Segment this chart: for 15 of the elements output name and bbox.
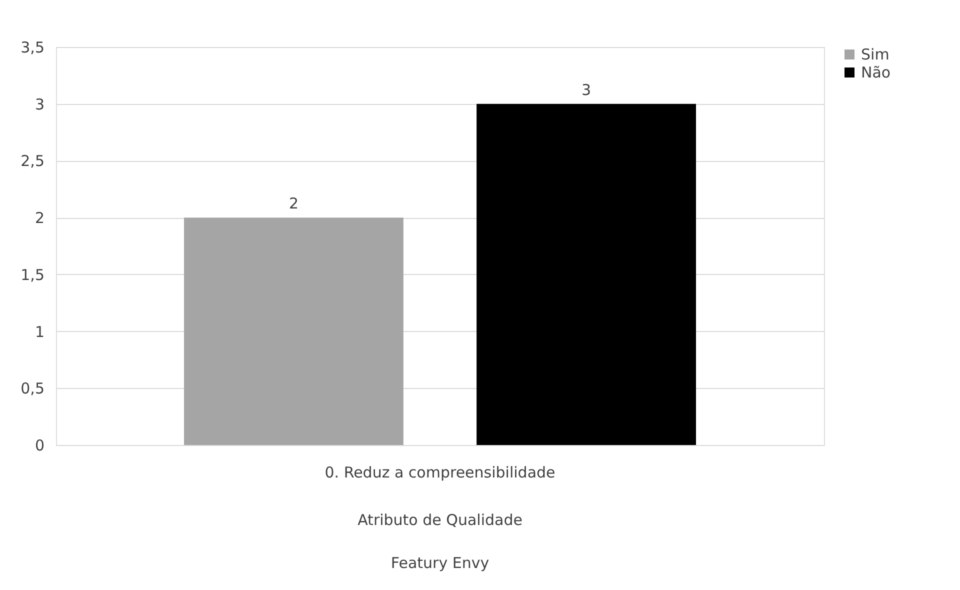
text: Atributo de Qualidade — [358, 511, 522, 529]
y-tick-label: 2 — [34, 209, 44, 228]
y-tick-label: 1 — [34, 322, 44, 341]
y-tick-label: 2,5 — [20, 152, 44, 170]
data-label: 3 — [582, 80, 592, 99]
y-tick-label: 0,5 — [20, 380, 44, 398]
legend-label: Não — [861, 64, 891, 82]
y-tick-label: 0 — [34, 436, 44, 454]
y-tick-label: 3 — [34, 95, 44, 114]
legend-label: Sim — [861, 46, 890, 64]
text: Featury Envy — [390, 554, 490, 572]
x-tick-label: 0. Reduz a compreensibilidade — [324, 464, 556, 482]
y-tick-label: 1,5 — [20, 266, 44, 284]
y-tick-label: 3,5 — [20, 38, 44, 56]
data-label: 2 — [288, 194, 298, 213]
